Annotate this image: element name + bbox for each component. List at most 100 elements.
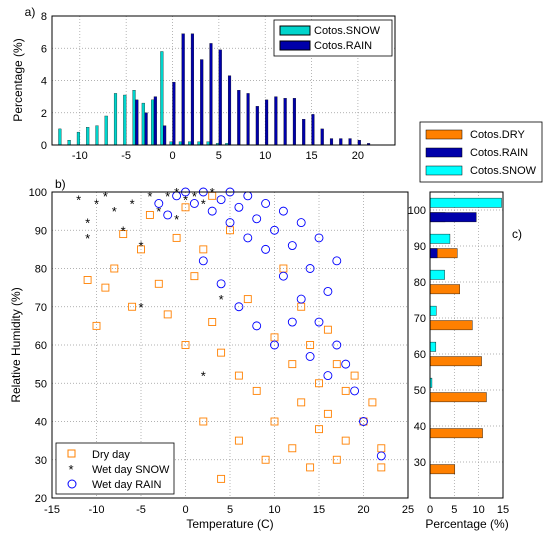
c-xtick-label: 15: [497, 504, 509, 516]
legend-swatch-cotos-snow: [279, 25, 311, 36]
b-point-dry: [128, 302, 137, 311]
b-point-dry: [315, 379, 323, 388]
panel-a-frame: [51, 15, 396, 146]
b-point-snow: *: [121, 223, 126, 238]
b-point-snow: *: [201, 369, 206, 384]
panel-b-points: ************* ** ******: [76, 185, 386, 483]
legend-swatch-cotos-dry: [425, 129, 463, 140]
b-point-rain: [234, 302, 244, 312]
panel-a-histogram: -10 -5 0 5 10 15 20 0 2 4 6 8 a) Percentage (%) Cot…: [11, 5, 396, 162]
legend-marker-wet-snow: *: [68, 462, 73, 477]
legend-label-cotos-rain-c: Cotos.RAIN: [470, 147, 528, 159]
b-point-snow: *: [156, 204, 161, 219]
b-point-rain: [323, 371, 333, 381]
b-ytick-label: 80: [35, 264, 47, 276]
b-point-dry: [306, 463, 315, 472]
b-point-dry: [323, 325, 332, 334]
a-bar-cotos-snow: [113, 93, 118, 146]
a-bar-cotos-snow: [76, 131, 80, 146]
a-ytick-label: 8: [41, 11, 47, 23]
b-point-dry: [137, 245, 145, 254]
b-point-dry: [101, 283, 110, 292]
c-ytick-label: 80: [414, 277, 426, 289]
b-point-dry: [315, 425, 323, 434]
b-point-dry: [163, 310, 172, 319]
b-point-dry: [306, 341, 315, 349]
b-xtick-label: -10: [89, 504, 105, 516]
b-point-rain: [305, 352, 315, 361]
a-bar-cotos-rain: [227, 75, 232, 146]
a-bar-cotos-rain: [302, 119, 306, 146]
legend-label-cotos-rain: Cotos.RAIN: [314, 40, 372, 52]
b-point-snow: *: [103, 189, 108, 204]
a-bar-cotos-rain: [265, 99, 269, 146]
c-ytick-label: 70: [414, 313, 426, 325]
b-ytick-label: 20: [35, 493, 47, 505]
a-bar-cotos-snow: [132, 90, 136, 146]
panel-c-bars: [429, 197, 502, 475]
b-point-dry: [208, 318, 217, 326]
b-point-rain: [278, 206, 288, 216]
b-point-snow: *: [85, 231, 90, 246]
b-point-dry: [252, 386, 261, 395]
b-point-rain: [287, 317, 297, 327]
b-point-dry: [217, 474, 226, 483]
b-point-rain: [207, 206, 217, 216]
b-xtick-label: 5: [227, 504, 233, 516]
c-bar-cotos-dry: [429, 320, 473, 331]
a-bar-cotos-rain: [357, 140, 361, 146]
b-point-dry: [323, 409, 332, 418]
b-point-snow: *: [192, 189, 197, 204]
panel-c-ticks: 0 5 10 15 30 40 50 60 70 80 90 100: [408, 205, 509, 516]
a-bar-cotos-rain: [218, 49, 222, 146]
legend-label-cotos-dry: Cotos.DRY: [470, 129, 525, 141]
legend-label-wet-rain: Wet day RAIN: [92, 479, 162, 491]
b-point-rain: [341, 359, 351, 369]
a-ytick-label: 2: [41, 108, 47, 120]
b-point-snow: *: [94, 196, 99, 211]
b-point-snow: *: [112, 204, 117, 219]
b-point-rain: [314, 233, 324, 243]
b-point-snow: *: [76, 193, 81, 208]
b-point-rain: [296, 218, 306, 228]
panel-b-legend: Dry day * Wet day SNOW Wet day RAIN: [55, 442, 175, 495]
panel-b-frame: [51, 191, 409, 499]
legend-swatch-cotos-rain: [279, 40, 311, 51]
c-ytick-label: 40: [414, 421, 426, 433]
a-bar-cotos-rain: [274, 96, 278, 146]
a-bar-cotos-snow: [160, 51, 164, 146]
b-point-rain: [234, 202, 244, 212]
a-ytick-label: 0: [41, 140, 47, 152]
b-point-dry: [145, 210, 154, 219]
b-ytick-label: 30: [35, 455, 47, 467]
b-point-dry: [190, 272, 199, 281]
c-bar-cotos-rain: [429, 248, 438, 259]
c-bar-cotos-snow: [429, 233, 451, 244]
b-xtick-label: 15: [313, 504, 325, 516]
b-point-snow: *: [201, 196, 206, 211]
a-bar-cotos-snow: [95, 125, 99, 146]
b-point-dry: [92, 321, 101, 330]
a-bar-cotos-rain: [348, 138, 352, 146]
b-point-rain: [270, 225, 279, 235]
b-point-dry: [297, 398, 306, 407]
a-bar-cotos-rain: [339, 138, 343, 146]
panel-a-label: a): [25, 5, 36, 19]
b-point-rain: [296, 294, 306, 304]
a-bar-cotos-rain: [144, 112, 148, 146]
legend-swatch-cotos-snow-c: [425, 165, 463, 176]
b-point-rain: [189, 199, 199, 208]
b-point-rain: [278, 271, 288, 281]
b-point-snow: *: [138, 300, 143, 315]
panel-a-ticks: -10 -5 0 5 10 15 20 0 2 4 6 8: [41, 11, 364, 162]
panel-b-ticks: -15 -10 -5 0 5 10 15 20 25 20 30 40 50 60 70 80 90 100: [29, 187, 414, 516]
a-bar-cotos-snow: [67, 140, 71, 146]
c-ytick-label: 60: [414, 349, 426, 361]
b-point-rain: [225, 218, 235, 228]
c-ytick-label: 90: [414, 241, 426, 253]
b-point-dry: [261, 455, 270, 464]
b-point-snow: *: [174, 212, 179, 227]
b-ytick-label: 100: [29, 187, 47, 199]
panel-b-label: b): [55, 177, 66, 191]
b-point-snow: *: [183, 193, 188, 208]
